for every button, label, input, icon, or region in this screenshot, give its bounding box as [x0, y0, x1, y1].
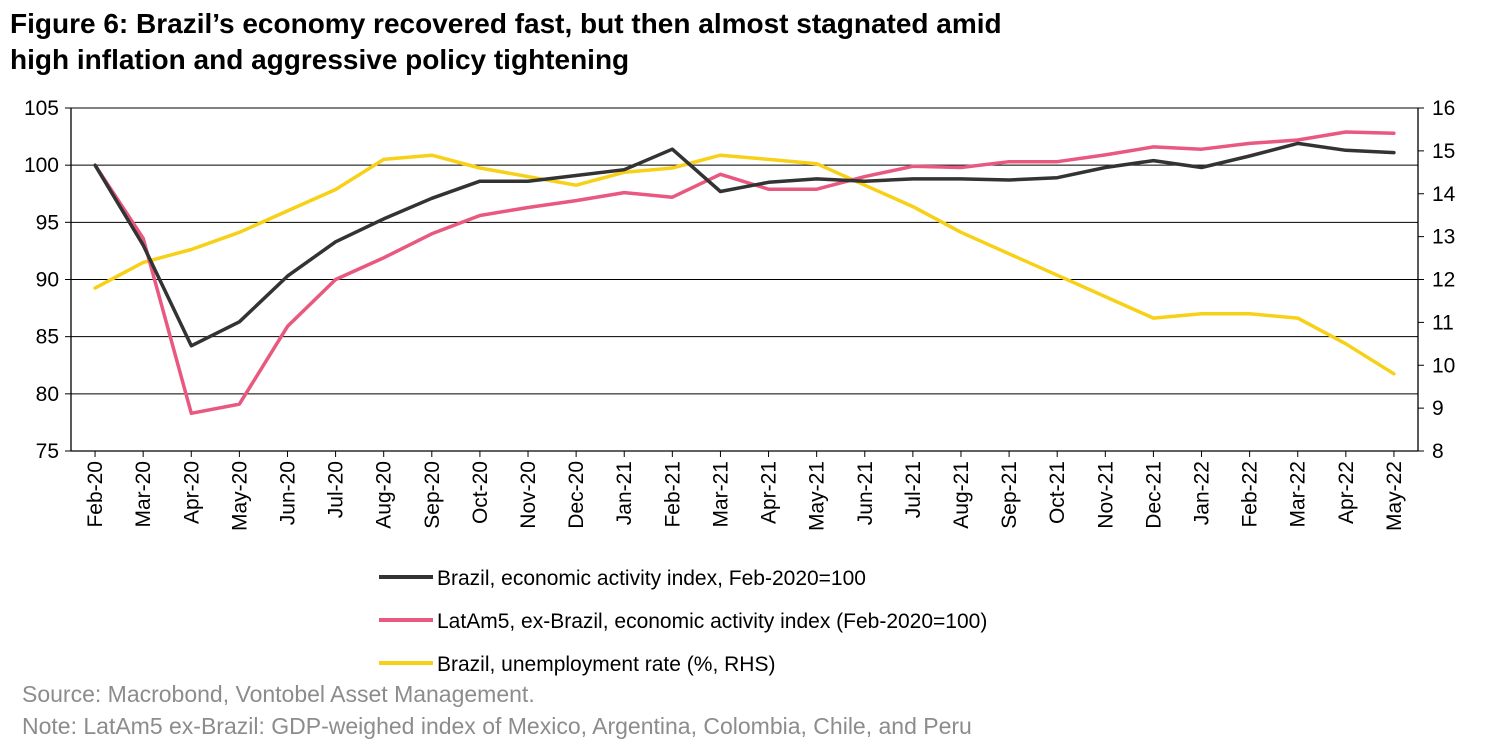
x-tick-label: May-22 [1383, 461, 1406, 531]
x-tick-label: Nov-21 [1094, 461, 1117, 529]
x-tick-label: May-20 [228, 461, 251, 531]
x-tick-label: May-21 [806, 461, 829, 531]
x-tick-label: Mar-21 [709, 461, 732, 528]
right-tick-label: 8 [1432, 440, 1444, 463]
x-tick-label: Aug-20 [373, 461, 396, 529]
x-tick-label: Oct-20 [469, 461, 492, 524]
right-tick-label: 11 [1432, 311, 1454, 334]
left-tick-label: 100 [24, 154, 59, 177]
right-tick-label: 15 [1432, 140, 1455, 163]
x-tick-label: Aug-21 [950, 461, 973, 529]
gridlines [71, 107, 1418, 452]
x-tick-label: Jul-21 [902, 461, 925, 518]
x-tick-label: Apr-22 [1335, 461, 1358, 524]
x-tick-label: Dec-20 [565, 461, 588, 529]
left-tick-label: 90 [36, 269, 59, 292]
chart-title: Figure 6: Brazil’s economy recovered fas… [10, 6, 1310, 78]
right-tick-label: 14 [1432, 183, 1456, 206]
x-tick-label: Oct-21 [1046, 461, 1069, 524]
right-tick-label: 9 [1432, 397, 1444, 420]
left-tick-label: 80 [36, 383, 59, 406]
series-line-1 [93, 130, 1396, 416]
x-tick-label: Mar-20 [132, 461, 155, 528]
x-tick-label: Apr-21 [758, 461, 781, 524]
legend: Brazil, economic activity index, Feb-202… [379, 567, 987, 676]
x-tick-label: Sep-21 [998, 461, 1021, 529]
right-tick-label: 10 [1432, 354, 1455, 377]
x-tick-label: Nov-20 [517, 461, 540, 529]
x-tick-label: Dec-21 [1142, 461, 1165, 529]
right-tick-label: 12 [1432, 269, 1455, 292]
series-line-2 [93, 153, 1396, 376]
source-note: Source: Macrobond, Vontobel Asset Manage… [22, 681, 535, 707]
x-axis-ticks: Feb-20 Mar-20 Apr-20 May-20 Jun-20 Jul-20 Aug-… [84, 451, 1406, 531]
x-tick-label: Jan-22 [1191, 461, 1214, 525]
x-tick-label: Feb-22 [1239, 461, 1262, 528]
left-y-axis-ticks: 75 80 85 90 95 100 105 [24, 97, 71, 463]
x-tick-label: Sep-20 [421, 461, 444, 529]
left-tick-label: 85 [36, 326, 59, 349]
right-tick-label: 13 [1432, 226, 1455, 249]
legend-label: LatAm5, ex-Brazil, economic activity ind… [437, 610, 987, 633]
right-y-axis-ticks: 8 9 10 11 12 13 14 15 16 [1418, 97, 1456, 463]
x-tick-label: Jan-21 [613, 461, 636, 525]
title-line-2: high inflation and aggressive policy tig… [10, 44, 630, 75]
footnote: Note: LatAm5 ex-Brazil: GDP-weighed inde… [22, 713, 972, 739]
x-tick-label: Jun-21 [854, 461, 877, 525]
x-tick-label: Feb-21 [661, 461, 684, 528]
x-tick-label: Mar-22 [1287, 461, 1310, 528]
x-tick-label: Apr-20 [180, 461, 203, 524]
left-tick-label: 75 [36, 440, 59, 463]
series-lines [93, 130, 1396, 416]
series-line-0 [93, 141, 1396, 348]
x-tick-label: Jun-20 [276, 461, 299, 525]
left-tick-label: 105 [24, 97, 59, 120]
title-line-1: Figure 6: Brazil’s economy recovered fas… [10, 8, 1002, 39]
x-tick-label: Jul-20 [325, 461, 348, 518]
legend-label: Brazil, unemployment rate (%, RHS) [437, 653, 775, 676]
x-tick-label: Feb-20 [84, 461, 107, 528]
legend-label: Brazil, economic activity index, Feb-202… [437, 567, 866, 590]
left-tick-label: 95 [36, 211, 59, 234]
right-tick-label: 16 [1432, 97, 1455, 120]
